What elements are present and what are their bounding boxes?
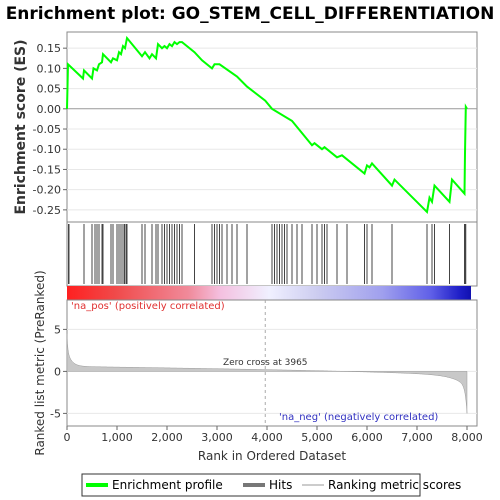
x-tick-label: 6,000 [351,431,383,444]
zero-cross-label: Zero cross at 3965 [223,358,308,368]
rank-panel [66,299,478,427]
rank-tick-label: -5 [50,407,61,420]
es-grid [67,47,477,211]
rank-y-axis-label: Ranked list metric (PreRanked) [33,270,47,455]
ranking-heat-bar [67,286,471,300]
x-tick-label: 8,000 [451,431,483,444]
x-tick-label: 2,000 [151,431,183,444]
es-y-ticks: 0.15 0.10 0.05 0.00 -0.05 -0.10 -0.15 -0.20 -0.2… [33,42,67,217]
x-tick-label: 3,000 [201,431,233,444]
es-panel [66,31,478,223]
rank-tick-label: 0 [54,365,61,378]
neg-label: 'na_neg' (negatively correlated) [279,412,438,423]
es-tick-label: 0.05 [37,83,62,96]
x-tick-label: 5,000 [301,431,333,444]
x-tick-label: 1,000 [101,431,133,444]
x-tick-label: 4,000 [251,431,283,444]
hits-marks [68,224,467,284]
es-tick-label: -0.25 [33,204,61,217]
es-tick-label: 0.00 [37,103,62,116]
x-ticks: 0 1,000 2,000 3,000 4,000 5,000 6,000 7,000 8,00… [64,426,483,444]
x-tick-label: 0 [64,431,71,444]
es-tick-label: -0.15 [33,163,61,176]
legend-entry: Ranking metric scores [328,478,461,492]
legend-entry: Hits [269,478,292,492]
es-y-axis-label: Enrichment score (ES) [13,39,29,214]
es-tick-label: -0.05 [33,123,61,136]
es-tick-label: 0.15 [37,42,62,55]
es-tick-label: -0.10 [33,143,61,156]
rank-tick-label: 5 [54,323,61,336]
x-tick-label: 7,000 [401,431,433,444]
es-tick-label: -0.20 [33,184,61,197]
chart-title: Enrichment plot: GO_STEM_CELL_DIFFERENTI… [6,4,495,24]
rank-y-ticks: 5 0 -5 [50,323,67,420]
enrichment-profile-line [66,35,468,214]
ranking-metric-area [66,333,468,414]
legend-entry: Enrichment profile [112,478,223,492]
x-axis-label: Rank in Ordered Dataset [198,449,346,463]
es-tick-label: 0.10 [37,62,62,75]
pos-label: 'na_pos' (positively correlated) [71,301,225,312]
